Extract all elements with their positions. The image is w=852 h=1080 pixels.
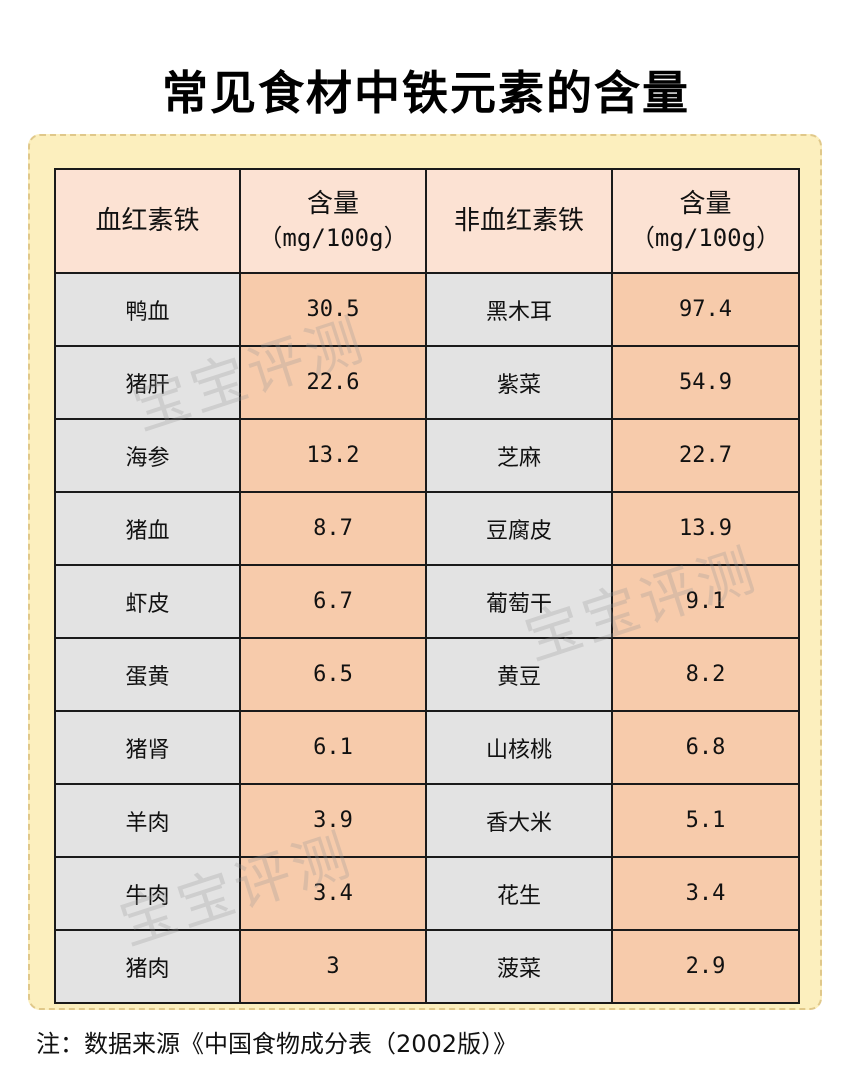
nonheme-iron-value-cell: 3.4 xyxy=(611,856,800,931)
heme-food-cell: 海参 xyxy=(54,418,241,493)
table-row: 蛋黄 6.5 黄豆 8.2 xyxy=(54,637,800,712)
table-header-row: 血红素铁 含量 （mg/100g） 非血红素铁 含量 （mg/100g） xyxy=(54,168,800,274)
heme-iron-value-cell: 3.4 xyxy=(239,856,427,931)
heme-food-cell: 蛋黄 xyxy=(54,637,241,712)
heme-iron-value-cell: 3 xyxy=(239,929,427,1004)
nonheme-iron-value-cell: 54.9 xyxy=(611,345,800,420)
nonheme-food-cell: 黄豆 xyxy=(425,637,613,712)
header-unit: （mg/100g） xyxy=(630,224,781,252)
table-row: 猪血 8.7 豆腐皮 13.9 xyxy=(54,491,800,566)
nonheme-iron-value-cell: 13.9 xyxy=(611,491,800,566)
page-title: 常见食材中铁元素的含量 xyxy=(162,66,690,120)
table-row: 虾皮 6.7 葡萄干 9.1 xyxy=(54,564,800,639)
table-row: 猪肉 3 菠菜 2.9 xyxy=(54,929,800,1004)
nonheme-food-cell: 豆腐皮 xyxy=(425,491,613,566)
nonheme-food-cell: 山核桃 xyxy=(425,710,613,785)
nonheme-food-cell: 香大米 xyxy=(425,783,613,858)
table-row: 羊肉 3.9 香大米 5.1 xyxy=(54,783,800,858)
heme-food-cell: 猪肉 xyxy=(54,929,241,1004)
header-heme-iron: 血红素铁 xyxy=(54,168,241,274)
header-heme-content: 含量 （mg/100g） xyxy=(239,168,427,274)
nonheme-iron-value-cell: 9.1 xyxy=(611,564,800,639)
nonheme-iron-value-cell: 8.2 xyxy=(611,637,800,712)
table-row: 牛肉 3.4 花生 3.4 xyxy=(54,856,800,931)
heme-food-cell: 鸭血 xyxy=(54,272,241,347)
nonheme-food-cell: 紫菜 xyxy=(425,345,613,420)
heme-food-cell: 虾皮 xyxy=(54,564,241,639)
nonheme-iron-value-cell: 5.1 xyxy=(611,783,800,858)
table-row: 猪肝 22.6 紫菜 54.9 xyxy=(54,345,800,420)
table-row: 海参 13.2 芝麻 22.7 xyxy=(54,418,800,493)
nonheme-iron-value-cell: 6.8 xyxy=(611,710,800,785)
heme-iron-value-cell: 22.6 xyxy=(239,345,427,420)
heme-food-cell: 猪肾 xyxy=(54,710,241,785)
nonheme-food-cell: 黑木耳 xyxy=(425,272,613,347)
header-unit: （mg/100g） xyxy=(258,224,408,252)
header-label: 血红素铁 xyxy=(95,206,200,236)
heme-food-cell: 羊肉 xyxy=(54,783,241,858)
nonheme-iron-value-cell: 22.7 xyxy=(611,418,800,493)
nonheme-iron-value-cell: 97.4 xyxy=(611,272,800,347)
heme-food-cell: 猪肝 xyxy=(54,345,241,420)
table-row: 猪肾 6.1 山核桃 6.8 xyxy=(54,710,800,785)
heme-iron-value-cell: 8.7 xyxy=(239,491,427,566)
nonheme-food-cell: 菠菜 xyxy=(425,929,613,1004)
source-note: 注：数据来源《中国食物成分表（2002版）》 xyxy=(36,1030,518,1058)
iron-content-table: 血红素铁 含量 （mg/100g） 非血红素铁 含量 （mg/100g） 鸭血 3… xyxy=(54,168,800,1004)
heme-iron-value-cell: 3.9 xyxy=(239,783,427,858)
heme-iron-value-cell: 30.5 xyxy=(239,272,427,347)
nonheme-food-cell: 花生 xyxy=(425,856,613,931)
header-nonheme-content: 含量 （mg/100g） xyxy=(611,168,800,274)
header-label: 含量 xyxy=(306,189,359,219)
nonheme-iron-value-cell: 2.9 xyxy=(611,929,800,1004)
heme-food-cell: 猪血 xyxy=(54,491,241,566)
heme-iron-value-cell: 6.7 xyxy=(239,564,427,639)
header-nonheme-iron: 非血红素铁 xyxy=(425,168,613,274)
heme-iron-value-cell: 6.1 xyxy=(239,710,427,785)
table-row: 鸭血 30.5 黑木耳 97.4 xyxy=(54,272,800,347)
heme-iron-value-cell: 13.2 xyxy=(239,418,427,493)
nonheme-food-cell: 葡萄干 xyxy=(425,564,613,639)
header-label: 非血红素铁 xyxy=(453,206,584,236)
heme-food-cell: 牛肉 xyxy=(54,856,241,931)
heme-iron-value-cell: 6.5 xyxy=(239,637,427,712)
header-label: 含量 xyxy=(679,189,732,219)
nonheme-food-cell: 芝麻 xyxy=(425,418,613,493)
